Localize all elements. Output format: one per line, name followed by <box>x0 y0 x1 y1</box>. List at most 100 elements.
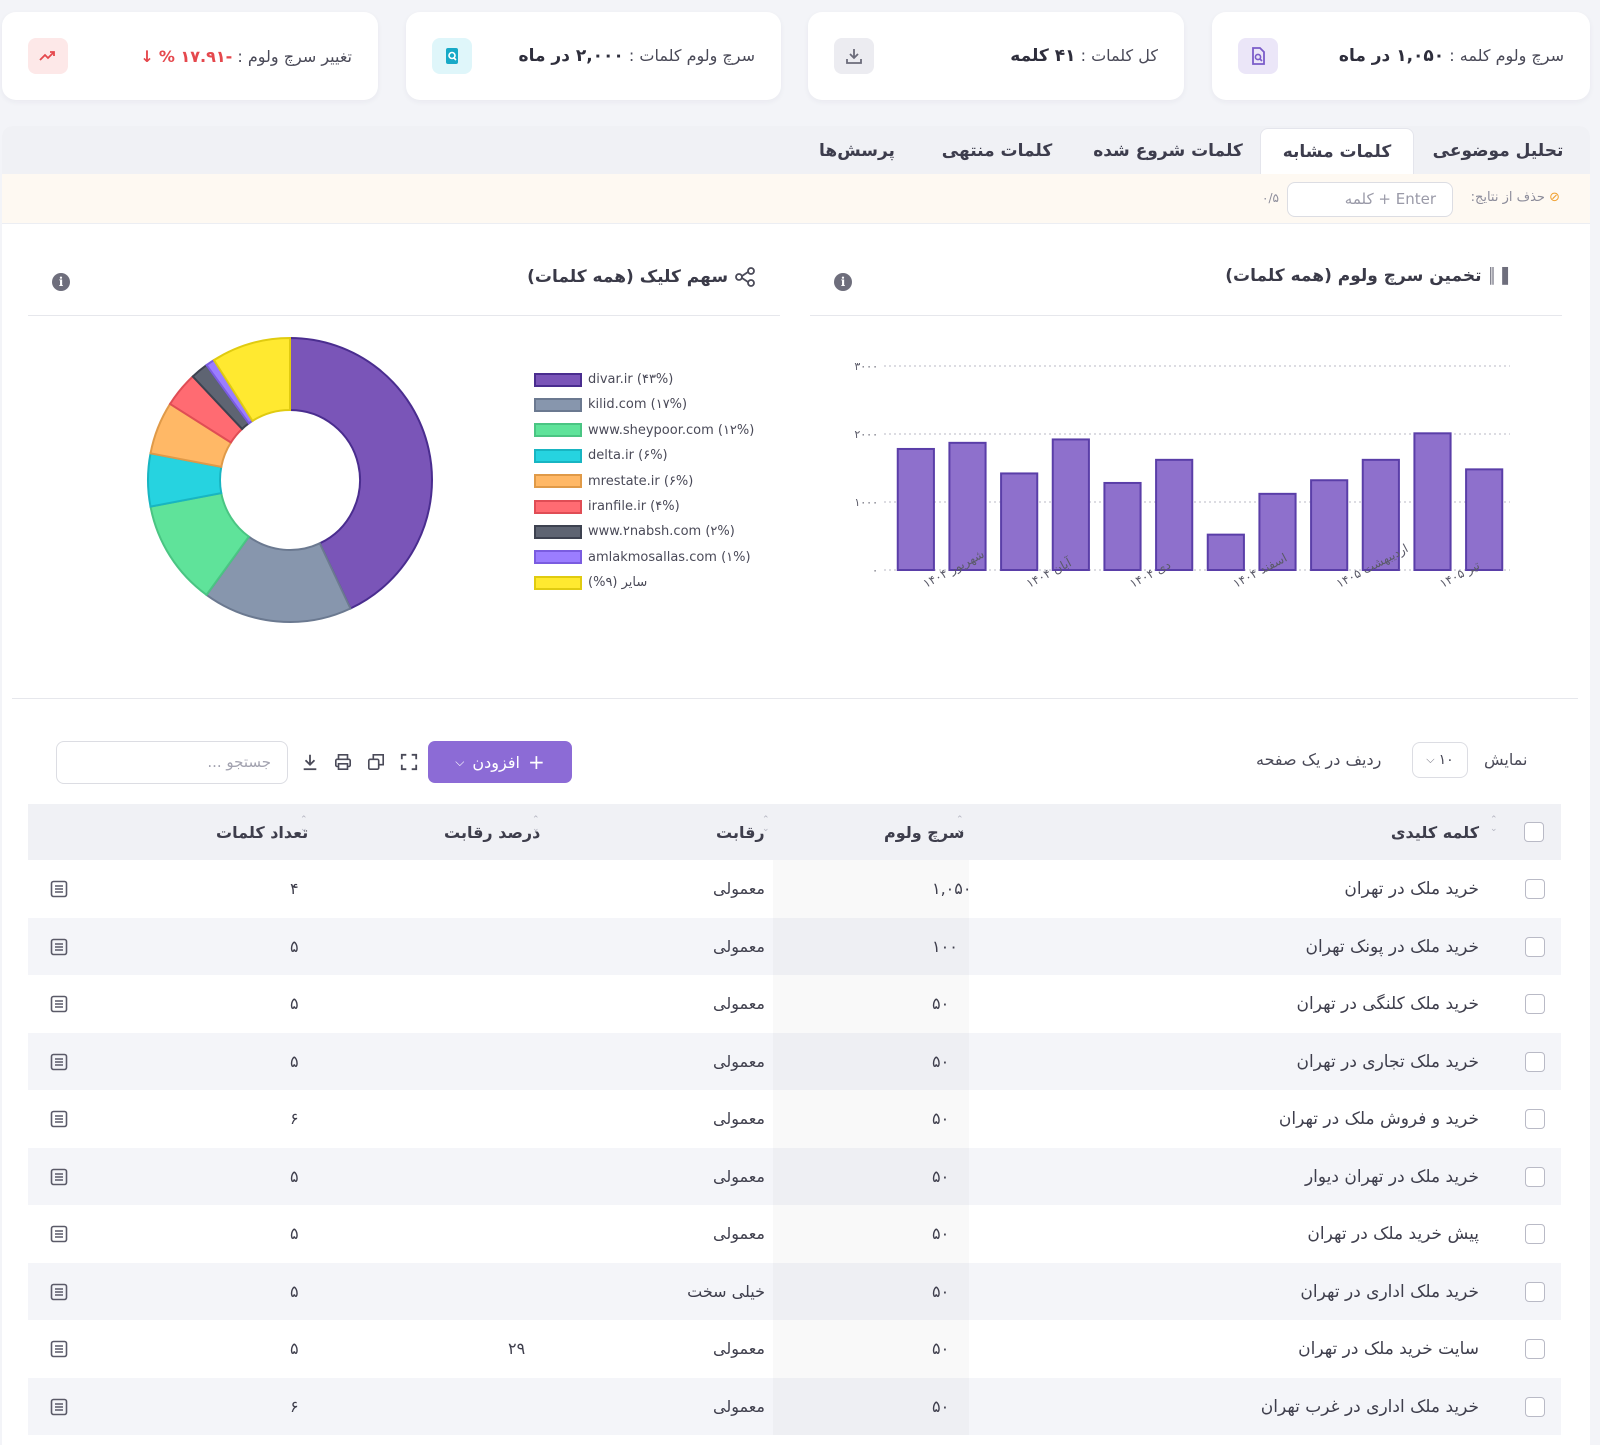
details-list-icon[interactable] <box>50 1168 68 1186</box>
keyword-cell[interactable]: خرید ملک اداری در تهران <box>1300 1281 1479 1302</box>
tab-similar-words[interactable]: کلمات مشابه <box>1260 128 1414 174</box>
legend-item[interactable]: سایر (۹%) <box>534 575 647 590</box>
legend-item[interactable]: delta.ir (۶%) <box>534 448 668 463</box>
row-checkbox[interactable] <box>1525 1166 1545 1187</box>
bar[interactable] <box>1206 533 1245 571</box>
bar[interactable] <box>1361 458 1400 571</box>
select-all-checkbox[interactable] <box>1524 822 1544 842</box>
pie-slice[interactable] <box>205 535 352 623</box>
add-button[interactable]: ⌵ افزودن + <box>428 741 572 783</box>
keyword-cell[interactable]: خرید ملک در پونک تهران <box>1305 936 1479 957</box>
keyword-cell[interactable]: پیش خرید ملک در تهران <box>1307 1224 1479 1244</box>
table-row[interactable]: خرید ملک در تهران دیوار ۵۰ معمولی ۵ <box>28 1147 1561 1205</box>
details-list-icon[interactable] <box>50 1340 68 1358</box>
tab-topic-analysis[interactable]: تحلیل موضوعی <box>1432 141 1564 161</box>
legend-item[interactable]: mrestate.ir (۶%) <box>534 474 693 489</box>
bar[interactable] <box>896 447 935 571</box>
bar[interactable] <box>948 441 987 571</box>
row-checkbox[interactable] <box>1525 1224 1545 1244</box>
tab-starting-words[interactable]: کلمات شروع شده <box>1093 141 1243 161</box>
legend-item[interactable]: divar.ir (۴۳%) <box>534 372 673 387</box>
keyword-cell[interactable]: خرید و فروش ملک در تهران <box>1278 1109 1479 1129</box>
download-icon[interactable] <box>834 38 874 74</box>
table-row[interactable]: خرید ملک اداری در تهران ۵۰ خیلی سخت ۵ <box>28 1262 1561 1320</box>
row-checkbox[interactable] <box>1525 1281 1545 1302</box>
stat-card-volume-change: تغییر سرچ ولوم : -۱۷.۹۱ % ↓ <box>2 12 378 100</box>
row-checkbox[interactable] <box>1525 1051 1545 1072</box>
keyword-cell[interactable]: سایت خرید ملک در تهران <box>1298 1339 1479 1359</box>
keyword-cell[interactable]: خرید ملک تجاری در تهران <box>1296 1051 1479 1072</box>
volume-info-icon[interactable]: i <box>834 273 852 291</box>
tab-questions[interactable]: پرسش‌ها <box>819 141 895 161</box>
keyword-cell[interactable]: خرید ملک کلنگی در تهران <box>1296 994 1479 1014</box>
table-header: کلمه کلیدی ⌃ ⌄ سرچ ولوم ⌃ ⌄ رقابت ⌃ ⌄ درصد … <box>28 804 1561 860</box>
bar[interactable] <box>1103 481 1142 572</box>
sort-icon[interactable]: ⌃ ⌄ <box>1490 815 1498 834</box>
row-checkbox[interactable] <box>1525 994 1545 1014</box>
copy-icon[interactable] <box>365 751 387 773</box>
legend-item[interactable]: www.sheypoor.com (۱۲%) <box>534 423 754 438</box>
tab-ending-words[interactable]: کلمات منتهی <box>941 141 1053 161</box>
y-tick-label: ۲۰۰۰ <box>854 428 878 441</box>
details-list-icon[interactable] <box>50 995 68 1013</box>
table-search-input[interactable]: جستجو ... <box>56 741 288 784</box>
per-page-select[interactable]: ⌵ ۱۰ <box>1412 742 1468 778</box>
bar[interactable] <box>1051 438 1090 571</box>
th-keyword[interactable]: کلمه کلیدی <box>1390 823 1479 842</box>
details-list-icon[interactable] <box>50 1398 68 1416</box>
sort-icon[interactable]: ⌃ ⌄ <box>762 815 770 834</box>
sort-icon[interactable]: ⌃ ⌄ <box>532 815 540 834</box>
table-row[interactable]: خرید ملک در پونک تهران ۱۰۰ معمولی ۵ <box>28 917 1561 975</box>
bar[interactable] <box>1258 492 1297 571</box>
row-checkbox[interactable] <box>1525 936 1545 957</box>
row-checkbox[interactable] <box>1525 1109 1545 1129</box>
details-list-icon[interactable] <box>50 1110 68 1128</box>
legend-item[interactable]: kilid.com (۱۷%) <box>534 397 687 412</box>
table-row[interactable]: خرید ملک کلنگی در تهران ۵۰ معمولی ۵ <box>28 975 1561 1033</box>
bar[interactable] <box>1310 479 1349 572</box>
table-row[interactable]: خرید و فروش ملک در تهران ۵۰ معمولی ۶ <box>28 1090 1561 1148</box>
fullscreen-icon[interactable] <box>398 751 420 773</box>
sort-desc-icon[interactable]: ⌃ ⌄ <box>956 815 966 836</box>
details-list-icon[interactable] <box>50 1283 68 1301</box>
print-icon[interactable] <box>332 751 354 773</box>
table-row[interactable]: سایت خرید ملک در تهران ۵۰ معمولی ۲۹ ۵ <box>28 1320 1561 1378</box>
details-list-icon[interactable] <box>50 1053 68 1071</box>
details-list-icon[interactable] <box>50 938 68 956</box>
th-volume[interactable]: سرچ ولوم <box>884 823 965 842</box>
keyword-cell[interactable]: خرید ملک در تهران دیوار <box>1304 1166 1479 1187</box>
bar[interactable] <box>1155 458 1194 571</box>
row-checkbox[interactable] <box>1525 879 1545 899</box>
th-competition-percent[interactable]: درصد رقابت <box>444 823 541 842</box>
word-count-cell: ۵ <box>290 1224 299 1243</box>
table-row[interactable]: پیش خرید ملک در تهران ۵۰ معمولی ۵ <box>28 1205 1561 1263</box>
volume-cell: ۵۰ <box>932 1224 950 1243</box>
competition-cell: معمولی <box>712 1339 765 1358</box>
competition-cell: معمولی <box>712 1396 765 1416</box>
bar[interactable] <box>1000 472 1039 571</box>
th-word-count[interactable]: تعداد کلمات <box>216 823 309 842</box>
export-download-icon[interactable] <box>299 751 321 773</box>
bar[interactable] <box>1413 432 1452 571</box>
keyword-cell[interactable]: خرید ملک اداری در غرب تهران <box>1260 1396 1479 1417</box>
table-row[interactable]: خرید ملک در تهران ۱,۰۵۰ معمولی ۴ <box>28 860 1561 918</box>
pie-slice[interactable] <box>289 336 433 610</box>
table-row[interactable]: خرید ملک اداری در غرب تهران ۵۰ معمولی ۶ <box>28 1377 1561 1435</box>
details-list-icon[interactable] <box>50 1225 68 1243</box>
legend-item[interactable]: amlakmosallas.com (۱%) <box>534 550 751 565</box>
bar[interactable] <box>1465 468 1504 571</box>
th-competition[interactable]: رقابت <box>716 823 765 842</box>
details-list-icon[interactable] <box>50 880 68 898</box>
row-checkbox[interactable] <box>1525 1339 1545 1359</box>
legend-item[interactable]: www.۲nabsh.com (۲%) <box>534 524 735 539</box>
table-row[interactable]: خرید ملک تجاری در تهران ۵۰ معمولی ۵ <box>28 1032 1561 1090</box>
keyword-cell[interactable]: خرید ملک در تهران <box>1344 879 1479 899</box>
sort-icon[interactable]: ⌃ ⌄ <box>300 815 308 834</box>
pie-slice[interactable] <box>212 336 291 423</box>
click-share-info-icon[interactable]: i <box>52 273 70 291</box>
exclude-keyword-input[interactable]: کلمه + Enter <box>1287 182 1453 217</box>
row-checkbox[interactable] <box>1525 1396 1545 1417</box>
legend-item[interactable]: iranfile.ir (۴%) <box>534 499 680 514</box>
word-count-cell: ۵ <box>290 1166 299 1186</box>
